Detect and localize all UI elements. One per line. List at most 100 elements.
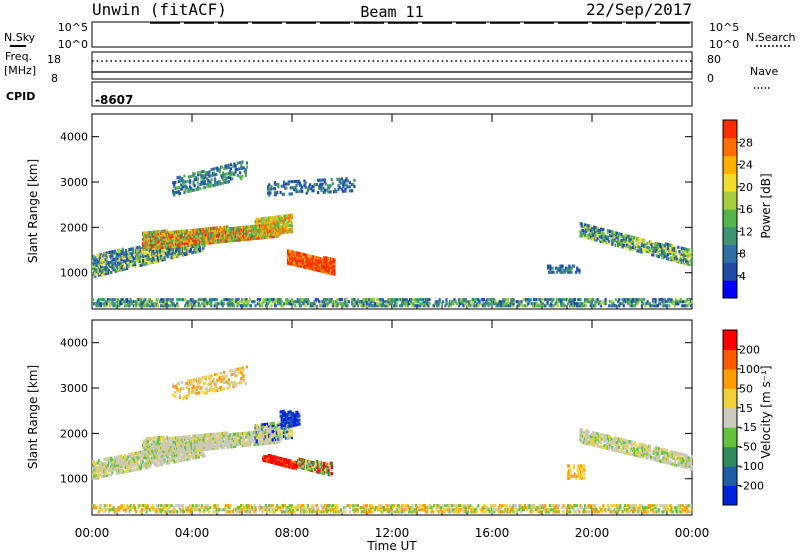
data-cell — [110, 270, 113, 274]
data-cell — [131, 249, 134, 253]
data-cell — [154, 230, 157, 234]
data-cell — [254, 434, 257, 438]
data-cell — [379, 302, 382, 306]
data-cell — [225, 172, 228, 176]
data-cell — [615, 243, 619, 248]
data-cell — [172, 302, 175, 306]
data-cell — [228, 445, 231, 449]
data-cell — [664, 254, 667, 258]
data-cell — [135, 300, 138, 304]
data-cell — [333, 270, 336, 274]
data-cell — [260, 231, 263, 235]
data-cell — [192, 444, 195, 449]
data-cell — [193, 230, 196, 234]
data-cell — [245, 225, 248, 229]
data-cell — [308, 264, 311, 268]
data-cell — [115, 267, 119, 271]
data-cell — [314, 264, 317, 268]
data-cell — [263, 219, 266, 223]
data-cell — [188, 455, 191, 459]
data-cell — [271, 218, 274, 222]
data-cell — [644, 302, 647, 306]
data-cell — [92, 275, 95, 279]
data-cell — [293, 250, 296, 255]
data-cell — [184, 246, 187, 250]
data-cell — [101, 268, 104, 273]
data-cell — [139, 467, 142, 471]
data-cell — [338, 177, 341, 181]
data-cell — [177, 234, 180, 238]
data-cell — [93, 256, 96, 260]
data-cell — [318, 186, 321, 190]
data-cell — [252, 300, 255, 304]
data-cell — [167, 243, 170, 247]
data-cell — [626, 238, 629, 242]
data-cell — [97, 475, 100, 479]
data-cell — [314, 261, 317, 266]
data-cell — [135, 256, 138, 260]
data-cell — [190, 243, 194, 247]
data-cell — [222, 171, 225, 175]
data-cell — [99, 271, 103, 275]
data-cell — [631, 248, 634, 252]
data-cell — [178, 236, 181, 240]
data-cell — [195, 177, 199, 181]
data-cell — [243, 227, 246, 231]
data-cell — [192, 456, 195, 460]
data-cell — [674, 300, 678, 304]
colorbar-segment — [723, 388, 737, 409]
data-cell — [171, 447, 174, 451]
power-ylabel: Slant Range [km] — [26, 159, 40, 263]
data-cell — [654, 300, 657, 304]
data-cell — [180, 233, 183, 238]
data-cell — [180, 240, 183, 244]
data-cell — [207, 437, 211, 441]
data-cell — [264, 233, 267, 237]
data-cell — [669, 245, 672, 249]
data-cell — [329, 265, 333, 269]
nave-tick-top: 80 — [707, 53, 721, 66]
data-cell — [187, 441, 190, 445]
data-cell — [229, 163, 233, 167]
data-cell — [213, 226, 216, 230]
data-cell — [215, 442, 219, 446]
data-cell — [192, 172, 195, 176]
data-cell — [249, 229, 253, 233]
data-cell — [177, 179, 180, 184]
data-cell — [630, 239, 633, 243]
data-cell — [214, 228, 217, 232]
data-cell — [194, 436, 197, 440]
data-cell — [622, 300, 625, 304]
data-cell — [305, 191, 308, 195]
data-cell — [253, 224, 256, 228]
data-cell — [324, 258, 327, 262]
data-cell — [154, 448, 157, 452]
data-cell — [117, 256, 120, 261]
data-cell — [145, 453, 148, 457]
data-cell — [148, 235, 152, 239]
data-cell — [273, 187, 277, 191]
data-cell — [323, 180, 327, 184]
data-cell — [223, 233, 227, 237]
data-cell — [192, 182, 195, 186]
data-cell — [205, 227, 208, 231]
data-cell — [147, 459, 150, 463]
data-cell — [303, 183, 306, 187]
data-cell — [170, 239, 173, 243]
data-cell — [199, 240, 203, 244]
data-cell — [162, 231, 165, 235]
data-cell — [187, 302, 190, 306]
data-cell — [539, 302, 542, 306]
data-cell — [152, 446, 155, 450]
data-cell — [594, 230, 597, 234]
data-cell — [202, 439, 205, 443]
data-cell — [316, 260, 319, 264]
data-cell — [223, 435, 227, 439]
power-colorbar-label: Power [dB] — [759, 173, 773, 238]
data-cell — [297, 264, 300, 268]
data-cell — [265, 233, 269, 237]
data-cell — [147, 255, 150, 259]
data-cell — [106, 263, 109, 267]
data-cell — [199, 433, 203, 438]
data-cell — [278, 215, 281, 219]
